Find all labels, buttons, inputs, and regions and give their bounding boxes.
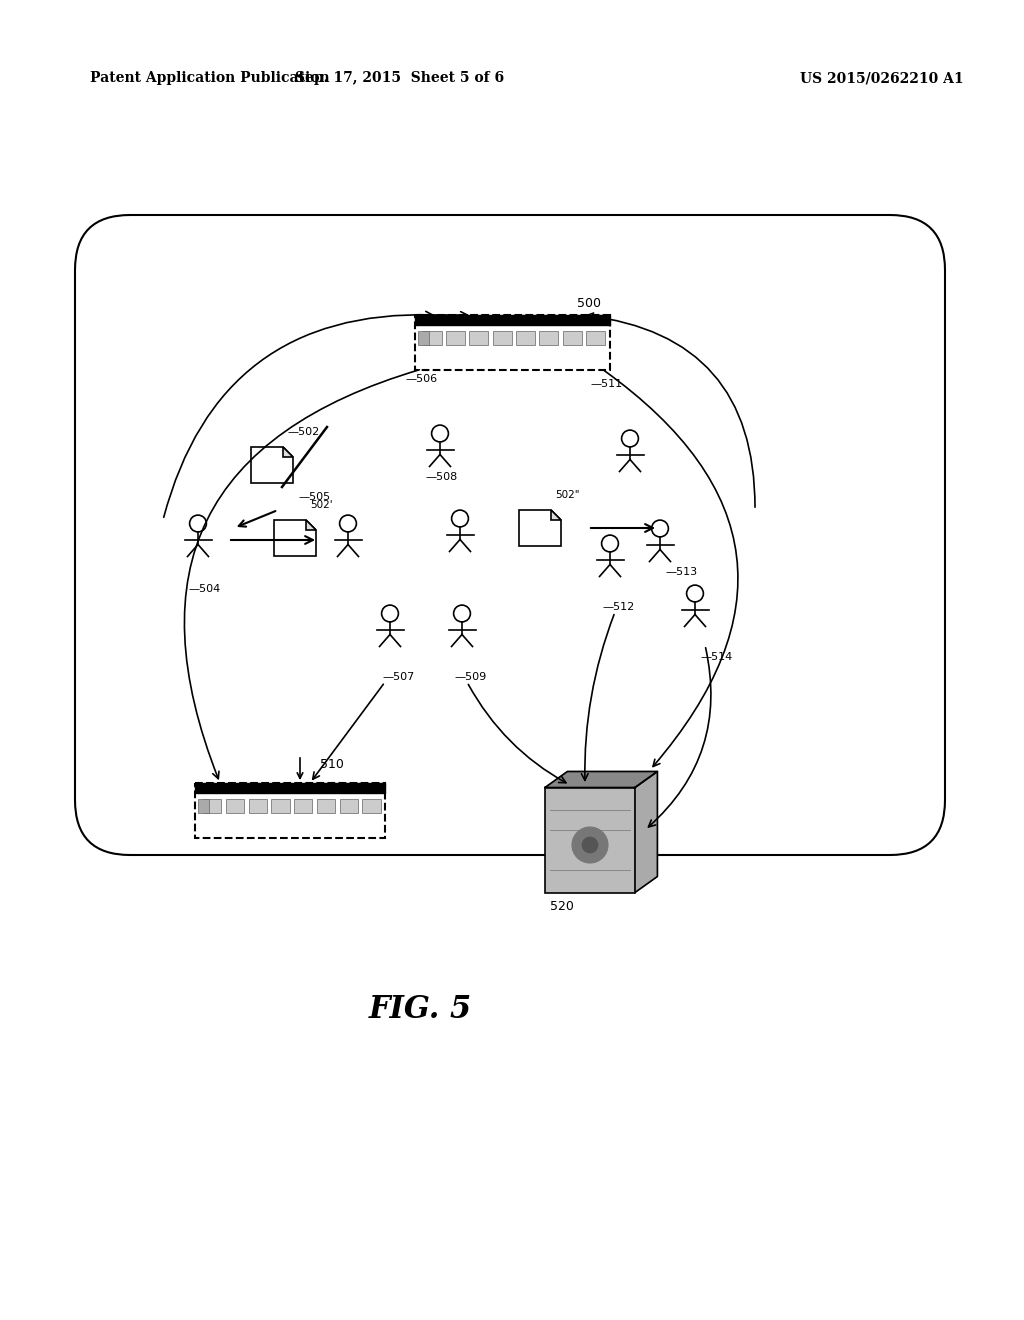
Bar xyxy=(469,330,488,345)
Bar xyxy=(540,330,558,345)
Text: 520: 520 xyxy=(550,900,573,913)
Bar xyxy=(203,799,221,813)
Text: —514: —514 xyxy=(700,652,732,663)
Bar xyxy=(316,799,335,813)
Circle shape xyxy=(582,837,598,853)
Bar xyxy=(415,314,609,325)
Polygon shape xyxy=(274,520,316,556)
Polygon shape xyxy=(519,510,561,546)
Bar xyxy=(586,330,605,345)
Text: —509: —509 xyxy=(454,672,486,682)
Text: —513: —513 xyxy=(665,568,697,577)
Bar xyxy=(563,330,582,345)
Polygon shape xyxy=(251,447,293,483)
Bar xyxy=(418,330,429,345)
Text: —511: —511 xyxy=(590,379,623,389)
Text: —506: —506 xyxy=(406,374,437,384)
Bar xyxy=(493,330,512,345)
Bar xyxy=(362,799,381,813)
Bar xyxy=(445,330,465,345)
Text: —502: —502 xyxy=(287,426,319,437)
Bar xyxy=(198,799,209,813)
Text: —507: —507 xyxy=(382,672,415,682)
Text: FIG. 5: FIG. 5 xyxy=(369,994,472,1026)
Bar xyxy=(249,799,267,813)
Text: US 2015/0262210 A1: US 2015/0262210 A1 xyxy=(800,71,964,84)
Text: —512: —512 xyxy=(602,602,634,612)
Bar xyxy=(423,330,441,345)
Bar xyxy=(340,799,358,813)
Bar xyxy=(294,799,312,813)
Text: 502": 502" xyxy=(555,490,580,500)
Polygon shape xyxy=(635,771,657,892)
Bar xyxy=(225,799,245,813)
Bar xyxy=(516,330,535,345)
Polygon shape xyxy=(283,447,293,457)
Text: —505: —505 xyxy=(298,492,330,502)
Bar xyxy=(545,788,635,892)
Text: Sep. 17, 2015  Sheet 5 of 6: Sep. 17, 2015 Sheet 5 of 6 xyxy=(296,71,505,84)
Text: —504: —504 xyxy=(188,583,220,594)
Polygon shape xyxy=(551,510,561,520)
Text: 502': 502' xyxy=(310,500,333,510)
Bar xyxy=(195,783,385,837)
Polygon shape xyxy=(545,771,657,788)
Bar xyxy=(271,799,290,813)
Bar xyxy=(415,314,609,370)
Text: Patent Application Publication: Patent Application Publication xyxy=(90,71,330,84)
Text: 510: 510 xyxy=(319,758,344,771)
Polygon shape xyxy=(306,520,316,531)
Text: 500: 500 xyxy=(577,297,601,310)
Text: —508: —508 xyxy=(425,473,458,482)
Bar xyxy=(195,783,385,792)
Circle shape xyxy=(572,828,608,863)
